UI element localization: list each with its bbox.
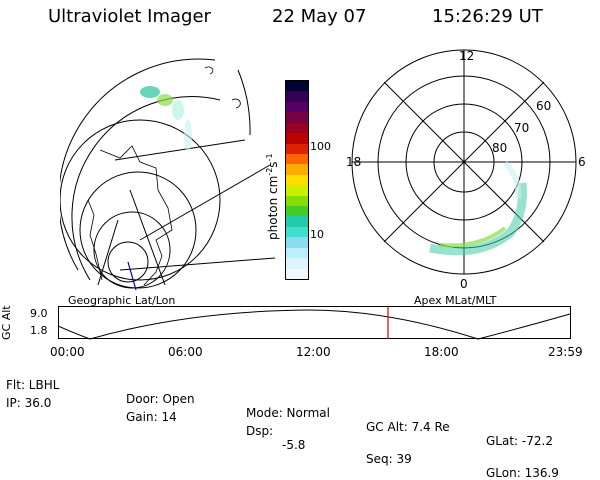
altitude-xtick-3: 18:00 (424, 345, 459, 359)
altitude-ytick-high: 9.0 (30, 307, 48, 320)
unit-sup-1: -2 (265, 167, 274, 176)
mlt-diagonal (383, 81, 545, 243)
date-label: 22 May 07 (272, 6, 367, 27)
island-outline (204, 66, 214, 75)
geo-lat-arc (71, 96, 221, 281)
geo-lat-arc (237, 69, 251, 136)
mlt-label-6: 6 (578, 155, 586, 169)
colorbar-swatch (286, 112, 308, 123)
instrument-title: Ultraviolet Imager (48, 6, 211, 27)
colorbar-swatch (286, 268, 308, 280)
colorbar-swatch (286, 133, 308, 144)
filter-readout: Flt: LBHL (6, 378, 60, 392)
geo-meridian (119, 257, 275, 271)
glon-readout: GLon: 136.9 (486, 466, 559, 480)
mlt-label-0: 0 (460, 277, 468, 291)
gc-altitude-readout: GC Alt: 7.4 Re (366, 420, 450, 434)
altitude-ytick-low: 1.8 (30, 324, 48, 337)
seq-readout: Seq: 39 (366, 452, 412, 466)
colorbar-swatch (286, 247, 308, 259)
aurora-emission-geo (140, 86, 192, 151)
colorbar-swatch (286, 81, 308, 92)
island-outline (231, 98, 241, 109)
colorbar-swatch (286, 143, 308, 154)
colorbar-swatch (286, 153, 308, 165)
colorbar-swatch (286, 237, 308, 248)
colorbar-swatch (286, 164, 308, 175)
unit-sup-2: -1 (265, 153, 274, 162)
geographic-map (60, 58, 275, 291)
unit-text-mid: s (266, 161, 280, 168)
mlt-label-18: 18 (346, 155, 361, 169)
colorbar (285, 80, 309, 280)
mlt-polar-plot: 12 6 0 18 60 70 80 (346, 49, 586, 291)
colorbar-tick-100: 100 (310, 140, 331, 153)
colorbar-swatch (286, 174, 308, 186)
altitude-plot-frame (58, 306, 571, 339)
colorbar-swatch (286, 258, 308, 269)
mlat-label-80: 80 (492, 141, 507, 155)
ip-readout: IP: 36.0 (6, 396, 52, 410)
geo-meridian (114, 139, 246, 161)
geo-meridian (129, 189, 166, 286)
geo-lat-circle (93, 211, 171, 289)
geo-meridian (97, 219, 119, 286)
colorbar-tick-10: 10 (310, 228, 324, 241)
altitude-xtick-0: 00:00 (50, 345, 85, 359)
colorbar-swatch (286, 216, 308, 227)
altitude-ylabel: GC Alt (0, 305, 13, 340)
dsp-label: Dsp: (246, 424, 274, 438)
geo-lat-circle (107, 241, 149, 283)
altitude-xtick-4: 23:59 (548, 345, 583, 359)
altitude-xtick-1: 06:00 (168, 345, 203, 359)
geo-meridian (139, 164, 271, 241)
mlt-label-12: 12 (459, 49, 474, 63)
mlat-label-70: 70 (514, 121, 529, 135)
colorbar-unit-label: photon cm-2s-1 (265, 153, 280, 240)
colorbar-swatch (286, 226, 308, 238)
altitude-curve (58, 309, 571, 340)
unit-text: photon cm (266, 175, 280, 240)
mode-readout: Mode: Normal (246, 406, 330, 420)
colorbar-swatch (286, 101, 308, 113)
dsp-value: -5.8 (282, 438, 306, 452)
gain-readout: Gain: 14 (126, 410, 177, 424)
geo-lat-arc (60, 58, 216, 271)
coastline (99, 145, 173, 286)
mlat-label-60: 60 (536, 99, 551, 113)
left-panel-caption: Geographic Lat/Lon (68, 294, 176, 307)
colorbar-swatch (286, 185, 308, 196)
footer-row-2: IP: 36.0 Gain: 14 Dsp: -5.8 Seq: 39 GLon… (0, 382, 600, 480)
sensor-track (127, 261, 137, 291)
geo-lat-circle (60, 119, 221, 281)
colorbar-swatch (286, 91, 308, 102)
altitude-xtick-2: 12:00 (296, 345, 331, 359)
altitude-plot (58, 306, 571, 340)
colorbar-swatch (286, 122, 308, 134)
aurora-emission-mlt (429, 160, 527, 256)
glat-readout: GLat: -72.2 (486, 434, 553, 448)
coastline (87, 199, 103, 281)
right-panel-caption: Apex MLat/MLT (414, 294, 497, 307)
colorbar-swatch (286, 206, 308, 217)
colorbar-swatch (286, 195, 308, 207)
time-label: 15:26:29 UT (432, 6, 543, 27)
footer-row-1: Flt: LBHL Door: Open Mode: Normal GC Alt… (0, 364, 600, 448)
